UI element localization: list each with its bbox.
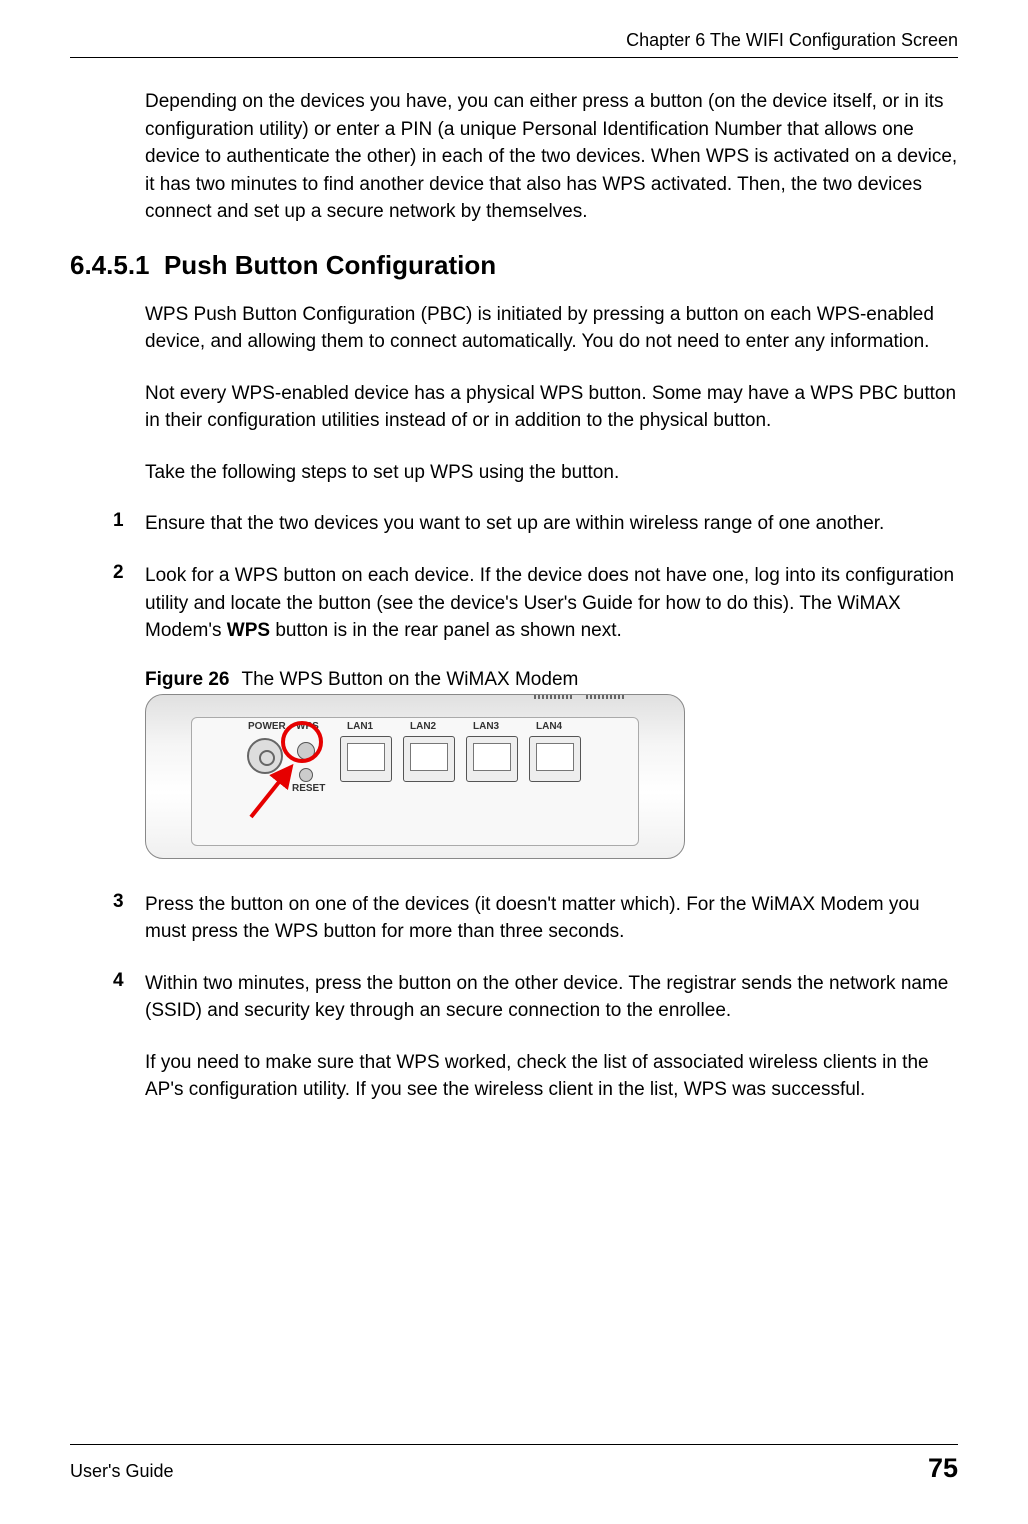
step-1: 1 Ensure that the two devices you want t…	[145, 510, 958, 538]
step-2-text-b: button is in the rear panel as shown nex…	[270, 620, 622, 641]
section-number: 6.4.5.1	[70, 250, 150, 280]
modem-diagram: POWER WPS LAN1 LAN2 LAN3 LAN4 RESET	[145, 694, 685, 859]
step-text: Look for a WPS button on each device. If…	[145, 562, 958, 645]
lan3-label: LAN3	[473, 721, 499, 732]
step-number: 4	[113, 970, 145, 1025]
step-2: 2 Look for a WPS button on each device. …	[145, 562, 958, 645]
step-number: 3	[113, 891, 145, 946]
chapter-title: Chapter 6 The WIFI Configuration Screen	[626, 30, 958, 51]
power-label: POWER	[248, 721, 286, 732]
step-text: Within two minutes, press the button on …	[145, 970, 958, 1025]
footer-guide-label: User's Guide	[70, 1461, 173, 1482]
step-text: Ensure that the two devices you want to …	[145, 510, 958, 538]
paragraph-2: Not every WPS-enabled device has a physi…	[145, 380, 958, 435]
vent-icon	[586, 694, 624, 699]
step-4: 4 Within two minutes, press the button o…	[145, 970, 958, 1025]
body-content: Depending on the devices you have, you c…	[70, 88, 958, 1104]
section-heading: 6.4.5.1 Push Button Configuration	[70, 250, 958, 281]
wps-highlight-circle-icon	[281, 721, 323, 763]
page-number: 75	[928, 1453, 958, 1484]
lan1-label: LAN1	[347, 721, 373, 732]
step-3: 3 Press the button on one of the devices…	[145, 891, 958, 946]
figure-26: Figure 26 The WPS Button on the WiMAX Mod…	[145, 669, 958, 859]
figure-caption-text: The WPS Button on the WiMAX Modem	[241, 669, 578, 690]
page-header: Chapter 6 The WIFI Configuration Screen	[70, 30, 958, 58]
figure-caption: Figure 26 The WPS Button on the WiMAX Mod…	[145, 669, 958, 691]
paragraph-3: Take the following steps to set up WPS u…	[145, 459, 958, 487]
wps-arrow-icon	[241, 757, 311, 827]
paragraph-1: WPS Push Button Configuration (PBC) is i…	[145, 301, 958, 356]
intro-paragraph: Depending on the devices you have, you c…	[145, 88, 958, 226]
step-text: Press the button on one of the devices (…	[145, 891, 958, 946]
lan4-label: LAN4	[536, 721, 562, 732]
lan-port-icon	[466, 736, 518, 782]
closing-paragraph: If you need to make sure that WPS worked…	[145, 1049, 958, 1104]
page-footer: User's Guide 75	[70, 1444, 958, 1484]
lan-port-icon	[340, 736, 392, 782]
figure-label: Figure 26	[145, 669, 229, 690]
lan2-label: LAN2	[410, 721, 436, 732]
lan-port-icon	[403, 736, 455, 782]
lan-port-icon	[529, 736, 581, 782]
vent-icon	[534, 694, 572, 699]
step-number: 2	[113, 562, 145, 645]
step-number: 1	[113, 510, 145, 538]
wps-bold: WPS	[227, 620, 270, 641]
section-title: Push Button Configuration	[164, 250, 496, 280]
